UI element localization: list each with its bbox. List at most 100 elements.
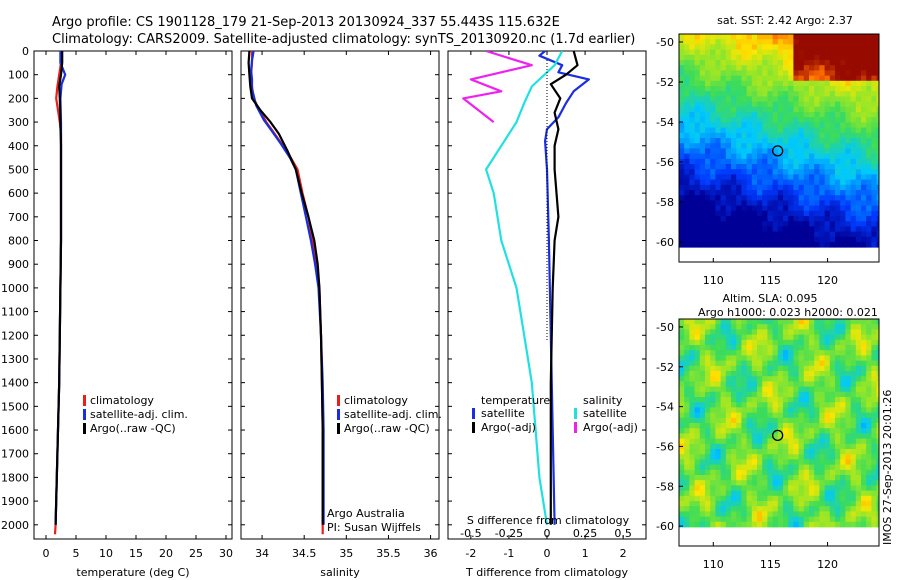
map-cell xyxy=(746,106,753,113)
map-cell xyxy=(809,355,815,361)
map-cell xyxy=(731,443,737,450)
map-cell xyxy=(699,397,706,403)
map-cell xyxy=(809,44,815,50)
map-cell xyxy=(705,54,711,61)
map-cell xyxy=(731,490,737,497)
map-cell xyxy=(762,65,768,71)
map-cell xyxy=(777,205,784,212)
map-cell xyxy=(741,412,747,419)
map-cell xyxy=(798,216,805,222)
map-cell xyxy=(772,319,779,325)
map-cell xyxy=(772,127,779,134)
map-cell xyxy=(715,205,721,212)
y-tick-label: 1300 xyxy=(1,353,29,366)
map-cell xyxy=(866,169,872,175)
map-cell xyxy=(710,485,716,491)
map-cell xyxy=(824,49,831,56)
map-cell xyxy=(762,334,768,341)
map-cell xyxy=(751,75,758,82)
map-cell xyxy=(715,438,721,445)
map-cell xyxy=(736,423,742,429)
map-cell xyxy=(840,464,846,471)
map-cell xyxy=(757,236,763,243)
map-cell xyxy=(850,190,857,196)
map-cell xyxy=(757,376,763,382)
map-cell xyxy=(746,132,753,139)
map-cell xyxy=(871,112,877,118)
map-cell xyxy=(835,334,841,341)
map-cell xyxy=(725,210,732,217)
map-cell xyxy=(819,54,825,61)
map-cell xyxy=(741,516,747,523)
map-cell xyxy=(861,371,867,377)
map-cell xyxy=(767,329,773,335)
map-cell xyxy=(793,75,799,82)
map-cell xyxy=(710,127,716,134)
map-cell xyxy=(746,200,753,206)
map-cell xyxy=(809,495,815,502)
map-cell xyxy=(736,350,742,356)
map-cell xyxy=(850,138,857,144)
map-cell xyxy=(689,184,695,191)
map-cell xyxy=(803,70,810,76)
map-cell xyxy=(824,205,831,212)
map-cell xyxy=(679,242,685,248)
map-cell xyxy=(777,49,784,56)
map-cell xyxy=(824,339,831,346)
map-cell xyxy=(829,174,836,180)
map-cell xyxy=(835,402,841,408)
map-cell xyxy=(777,397,784,403)
map-cell xyxy=(741,480,747,486)
map-cell xyxy=(715,433,721,439)
map-cell xyxy=(736,391,742,398)
map-cell xyxy=(699,495,706,502)
map-cell xyxy=(725,355,732,361)
map-cell xyxy=(705,122,711,128)
map-cell xyxy=(876,345,879,351)
map-cell xyxy=(689,106,695,113)
map-cell xyxy=(850,70,857,76)
map-cell xyxy=(689,132,695,139)
map-cell xyxy=(835,75,841,82)
map-cell xyxy=(710,75,716,82)
map-cell xyxy=(689,506,695,512)
map-cell xyxy=(736,226,742,232)
map-cell xyxy=(835,86,841,92)
map-cell xyxy=(829,231,836,238)
legend-label: Argo(..raw -QC) xyxy=(344,422,430,435)
map-cell xyxy=(746,454,753,460)
map-cell xyxy=(710,490,716,497)
map-cell xyxy=(746,190,753,196)
map-cell xyxy=(819,169,825,175)
map-cell xyxy=(861,174,867,180)
map-cell xyxy=(871,433,877,439)
map-cell xyxy=(809,475,815,481)
map-cell xyxy=(871,195,877,201)
map-cell xyxy=(871,511,877,517)
map-cell xyxy=(725,391,732,398)
map-cell xyxy=(751,216,758,222)
map-cell xyxy=(699,138,706,144)
map-cell xyxy=(835,428,841,434)
map-cell xyxy=(751,495,758,502)
map-cell xyxy=(845,381,851,387)
map-cell xyxy=(715,464,721,471)
map-cell xyxy=(694,174,701,180)
map-cell xyxy=(819,60,825,66)
map-cell xyxy=(814,195,820,201)
map-cell xyxy=(689,469,695,476)
map-cell xyxy=(751,158,758,165)
map-cell xyxy=(803,339,810,346)
map-cell xyxy=(679,454,685,460)
map-cell xyxy=(861,360,867,367)
credit-pi: PI: Susan Wijffels xyxy=(327,521,421,534)
map-cell xyxy=(829,521,836,528)
map-cell xyxy=(793,205,799,212)
map-cell xyxy=(736,96,742,102)
map-cell xyxy=(751,34,758,40)
map-cell xyxy=(689,200,695,206)
map-cell xyxy=(777,339,784,346)
map-cell xyxy=(720,339,727,346)
legend-label: satellite xyxy=(583,407,627,420)
map-cell xyxy=(772,242,779,248)
